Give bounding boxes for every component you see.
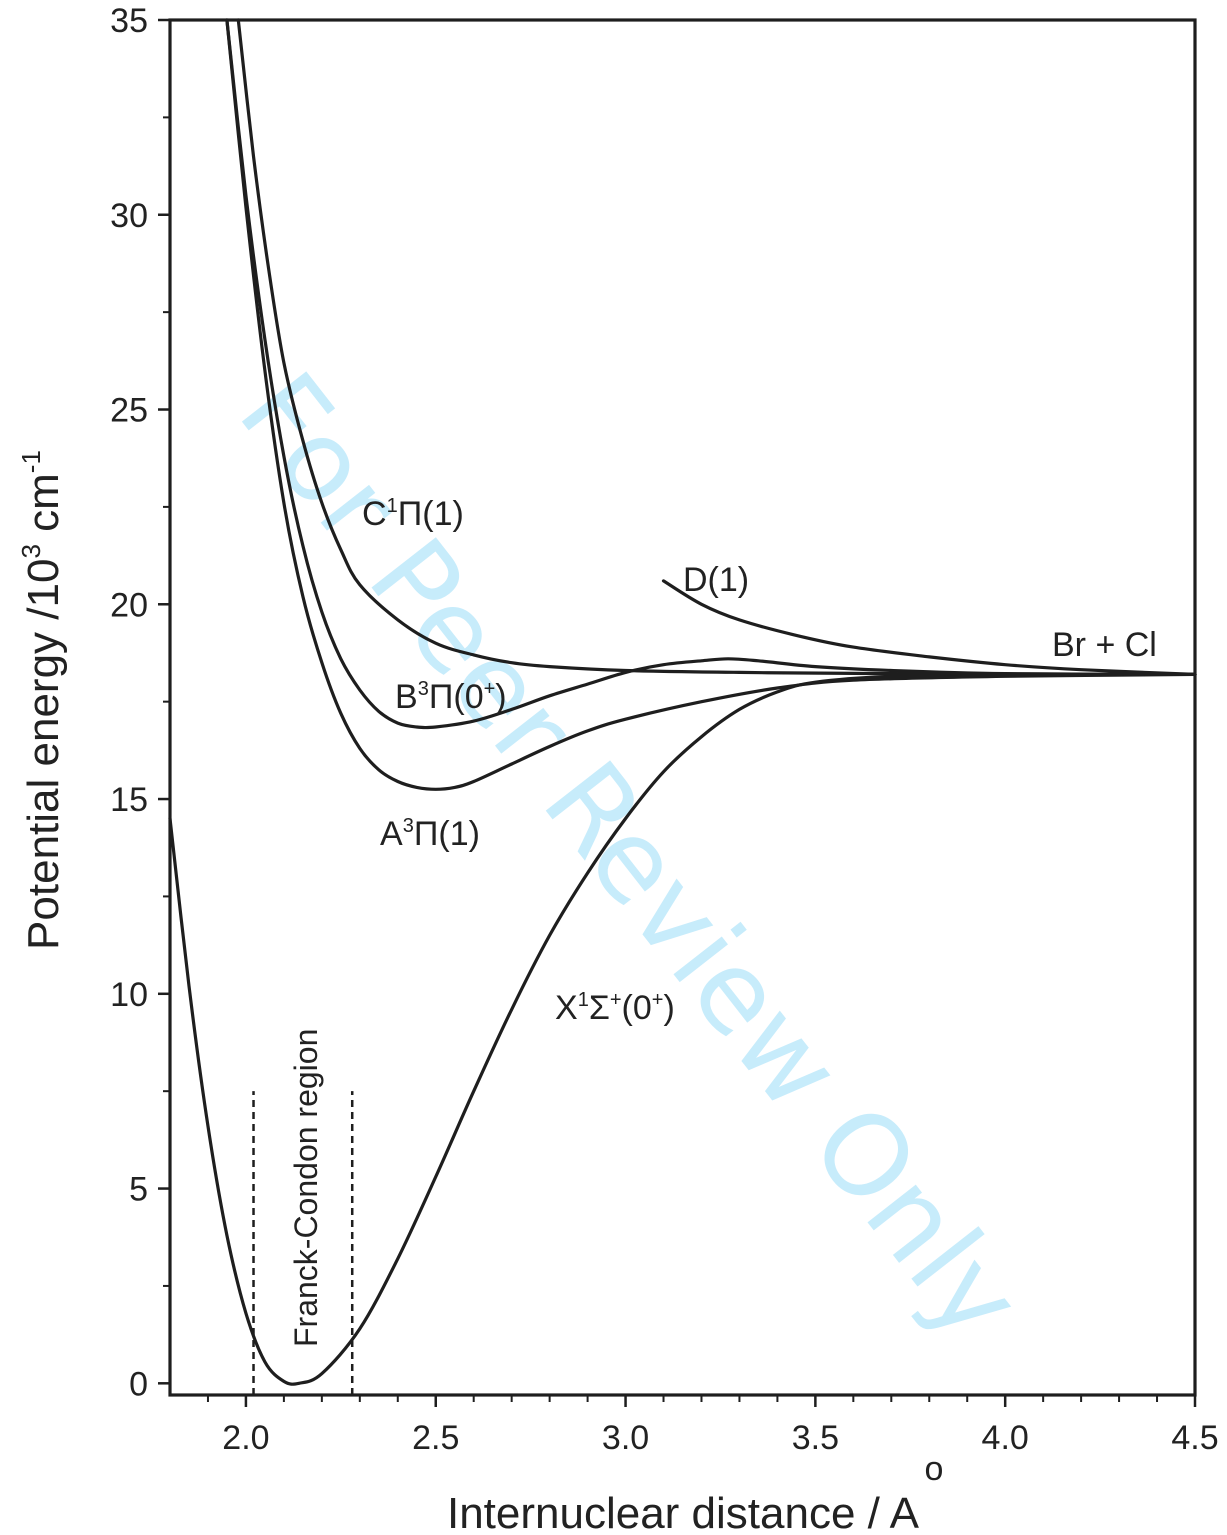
- franck-condon-label: Franck-Condon region: [288, 1029, 324, 1347]
- y-tick-label: 15: [110, 781, 148, 819]
- watermark: For Peer Review Only: [214, 350, 1046, 1364]
- franck-condon-label-group: Franck-Condon region: [288, 1029, 324, 1347]
- y-axis-title-group: Potential energy /103 cm-1: [16, 450, 68, 950]
- y-tick-label: 20: [110, 586, 148, 624]
- curve-d1: [661, 579, 1197, 676]
- ticks: 2.0 2.5 3.0 3.5 4.0 4.5 0 5 10 15 20 25 30 35: [110, 2, 1218, 1457]
- x-tick-label: 4.0: [982, 1419, 1029, 1457]
- x-tick-label: 2.5: [412, 1419, 459, 1457]
- y-tick-label: 30: [110, 197, 148, 235]
- axes: [168, 18, 1197, 1397]
- x-tick-label: 4.5: [1171, 1419, 1218, 1457]
- label-d1: D(1): [683, 561, 749, 599]
- x-tick-label: 2.0: [222, 1419, 269, 1457]
- y-tick-label: 5: [129, 1171, 148, 1209]
- curves: [168, 18, 1197, 1386]
- franck-condon-lines: [252, 1091, 354, 1395]
- y-tick-label: 25: [110, 392, 148, 430]
- curve-c1pi: [236, 18, 1197, 676]
- curve-b3pi: [225, 18, 1197, 730]
- x-axis-title-ring: o: [925, 1450, 944, 1488]
- y-tick-label: 35: [110, 2, 148, 40]
- label-x1sigma: X1Σ+(0+): [555, 989, 675, 1027]
- label-b3pi: B3Π(0+): [395, 678, 507, 716]
- label-a3pi: A3Π(1): [380, 815, 480, 853]
- y-axis-title: Potential energy /103 cm-1: [16, 450, 68, 950]
- y-tick-label: 0: [129, 1365, 148, 1403]
- x-tick-label: 3.5: [792, 1419, 839, 1457]
- plot-frame: [168, 18, 1197, 1397]
- svg-text:For Peer Review Only: For Peer Review Only: [214, 350, 1046, 1364]
- curve-a3pi: [225, 18, 1197, 791]
- label-c1pi: C1Π(1): [362, 495, 464, 533]
- x-tick-label: 3.0: [602, 1419, 649, 1457]
- x-axis-title: Internuclear distance / A: [447, 1489, 920, 1535]
- y-tick-label: 10: [110, 976, 148, 1014]
- label-br-cl: Br + Cl: [1052, 626, 1157, 664]
